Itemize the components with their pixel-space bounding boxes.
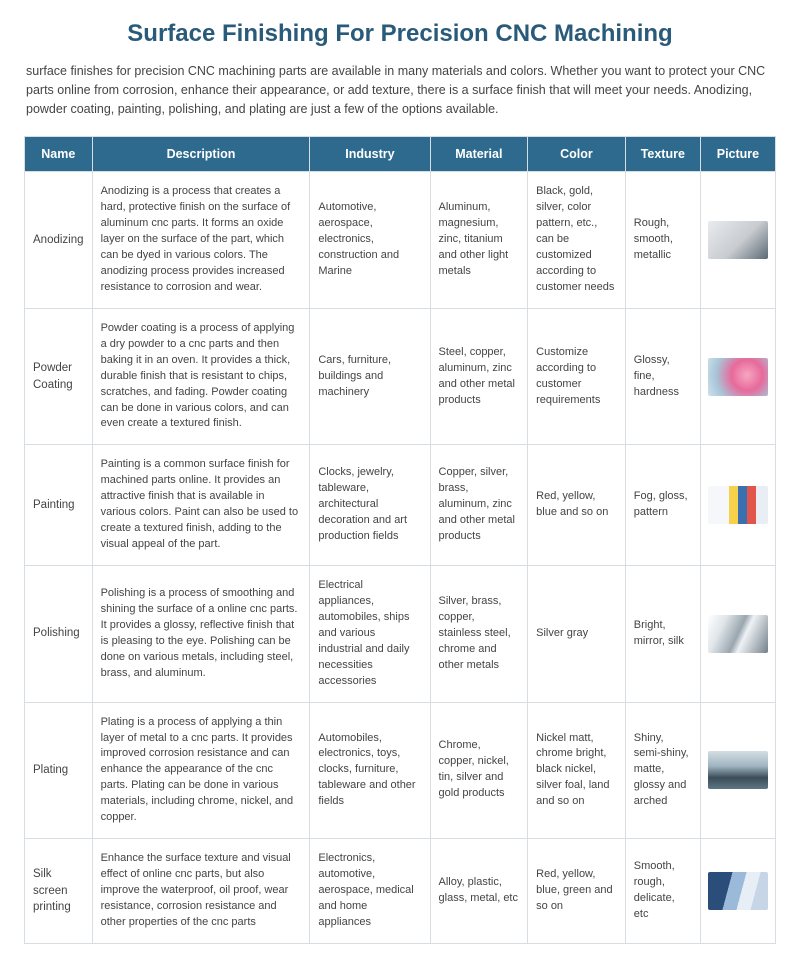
col-header-color: Color xyxy=(528,137,626,172)
cell-color: Red, yellow, blue, green and so on xyxy=(528,839,626,944)
cell-material: Aluminum, magnesium, zinc, titanium and … xyxy=(430,172,528,309)
col-header-industry: Industry xyxy=(310,137,430,172)
col-header-description: Description xyxy=(92,137,310,172)
cell-picture xyxy=(700,172,775,309)
cell-color: Nickel matt, chrome bright, black nickel… xyxy=(528,702,626,839)
cell-description: Anodizing is a process that creates a ha… xyxy=(92,172,310,309)
table-row: Silk screen printingEnhance the surface … xyxy=(25,839,776,944)
thumbnail-image xyxy=(708,751,768,789)
intro-paragraph: surface finishes for precision CNC machi… xyxy=(24,62,776,118)
cell-texture: Smooth, rough, delicate, etc xyxy=(625,839,700,944)
cell-material: Silver, brass, copper, stainless steel, … xyxy=(430,566,528,703)
cell-industry: Electrical appliances, automobiles, ship… xyxy=(310,566,430,703)
cell-color: Red, yellow, blue and so on xyxy=(528,445,626,566)
cell-color: Silver gray xyxy=(528,566,626,703)
thumbnail-image xyxy=(708,358,768,396)
thumbnail-image xyxy=(708,872,768,910)
cell-description: Painting is a common surface finish for … xyxy=(92,445,310,566)
thumbnail-image xyxy=(708,221,768,259)
cell-picture xyxy=(700,839,775,944)
cell-name: Silk screen printing xyxy=(25,839,93,944)
cell-texture: Bright, mirror, silk xyxy=(625,566,700,703)
cell-name: Painting xyxy=(25,445,93,566)
finishing-table: Name Description Industry Material Color… xyxy=(24,136,776,944)
cell-name: Polishing xyxy=(25,566,93,703)
cell-industry: Electronics, automotive, aerospace, medi… xyxy=(310,839,430,944)
cell-texture: Glossy, fine, hardness xyxy=(625,308,700,445)
col-header-name: Name xyxy=(25,137,93,172)
cell-picture xyxy=(700,308,775,445)
table-row: PlatingPlating is a process of applying … xyxy=(25,702,776,839)
cell-description: Polishing is a process of smoothing and … xyxy=(92,566,310,703)
cell-name: Anodizing xyxy=(25,172,93,309)
cell-industry: Automotive, aerospace, electronics, cons… xyxy=(310,172,430,309)
cell-industry: Clocks, jewelry, tableware, architectura… xyxy=(310,445,430,566)
page-container: Surface Finishing For Precision CNC Mach… xyxy=(0,0,800,964)
thumbnail-image xyxy=(708,615,768,653)
page-title: Surface Finishing For Precision CNC Mach… xyxy=(24,20,776,48)
cell-name: Powder Coating xyxy=(25,308,93,445)
table-row: PolishingPolishing is a process of smoot… xyxy=(25,566,776,703)
cell-material: Steel, copper, aluminum, zinc and other … xyxy=(430,308,528,445)
table-row: AnodizingAnodizing is a process that cre… xyxy=(25,172,776,309)
cell-texture: Shiny, semi-shiny, matte, glossy and arc… xyxy=(625,702,700,839)
col-header-material: Material xyxy=(430,137,528,172)
cell-industry: Automobiles, electronics, toys, clocks, … xyxy=(310,702,430,839)
cell-texture: Fog, gloss, pattern xyxy=(625,445,700,566)
cell-texture: Rough, smooth, metallic xyxy=(625,172,700,309)
cell-description: Enhance the surface texture and visual e… xyxy=(92,839,310,944)
cell-material: Chrome, copper, nickel, tin, silver and … xyxy=(430,702,528,839)
cell-picture xyxy=(700,445,775,566)
table-header-row: Name Description Industry Material Color… xyxy=(25,137,776,172)
cell-description: Powder coating is a process of applying … xyxy=(92,308,310,445)
cell-color: Black, gold, silver, color pattern, etc.… xyxy=(528,172,626,309)
table-row: PaintingPainting is a common surface fin… xyxy=(25,445,776,566)
cell-description: Plating is a process of applying a thin … xyxy=(92,702,310,839)
table-row: Powder CoatingPowder coating is a proces… xyxy=(25,308,776,445)
cell-picture xyxy=(700,566,775,703)
thumbnail-image xyxy=(708,486,768,524)
col-header-picture: Picture xyxy=(700,137,775,172)
cell-industry: Cars, furniture, buildings and machinery xyxy=(310,308,430,445)
cell-material: Copper, silver, brass, aluminum, zinc an… xyxy=(430,445,528,566)
col-header-texture: Texture xyxy=(625,137,700,172)
cell-name: Plating xyxy=(25,702,93,839)
cell-picture xyxy=(700,702,775,839)
table-body: AnodizingAnodizing is a process that cre… xyxy=(25,172,776,944)
cell-color: Customize according to customer requirem… xyxy=(528,308,626,445)
cell-material: Alloy, plastic, glass, metal, etc xyxy=(430,839,528,944)
